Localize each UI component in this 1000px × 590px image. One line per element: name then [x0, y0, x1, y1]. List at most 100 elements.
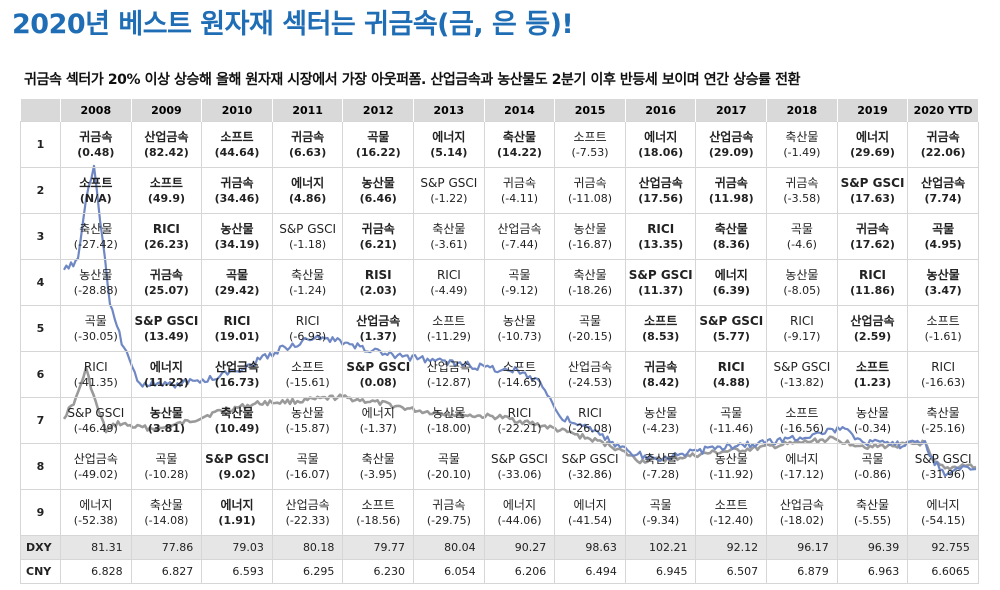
sector-name: 축산물	[432, 221, 466, 236]
sector-cell: 귀금속 (-4.11)	[483, 167, 556, 214]
stat-value: 6.494	[554, 559, 626, 584]
sector-return: (0.08)	[359, 375, 397, 389]
sector-return: (-17.12)	[779, 467, 824, 481]
sector-return: (-30.05)	[73, 329, 118, 343]
stat-value: 80.04	[413, 535, 485, 560]
sector-name: 산업금속	[144, 129, 189, 144]
sector-return: (-4.49)	[430, 283, 468, 297]
sector-cell: 농산물 (-10.73)	[483, 305, 556, 352]
year-header: 2015	[554, 99, 626, 122]
sector-name: 에너지	[361, 405, 395, 420]
sector-return: (6.63)	[289, 145, 327, 159]
rank-number: 3	[20, 213, 61, 260]
sector-cell: 귀금속 (6.63)	[271, 121, 344, 168]
stat-value: 102.21	[624, 535, 697, 560]
sector-name: 축산물	[785, 129, 819, 144]
year-header: 2008	[60, 99, 132, 122]
sector-cell: 축산물 (-3.95)	[342, 443, 415, 490]
sector-cell: 곡물 (16.22)	[342, 121, 415, 168]
sector-return: (8.42)	[642, 375, 680, 389]
year-header: 2012	[342, 99, 415, 122]
sector-cell: RICI (11.86)	[836, 259, 909, 306]
sector-return: (-1.24)	[289, 283, 327, 297]
sector-cell: 산업금속 (29.09)	[695, 121, 768, 168]
sector-return: (-1.49)	[783, 145, 821, 159]
sector-cell: 축산물 (8.36)	[695, 213, 768, 260]
sector-cell: 농산물 (-28.88)	[60, 259, 132, 306]
sector-name: 소프트	[502, 359, 537, 374]
sector-return: (-11.46)	[709, 421, 754, 435]
stat-value: 80.18	[271, 535, 344, 560]
sector-return: (-9.12)	[500, 283, 538, 297]
sector-name: 곡물	[649, 497, 672, 512]
sector-return: (6.21)	[359, 237, 397, 251]
sector-name: 곡물	[437, 451, 460, 466]
sector-name: 에너지	[785, 451, 819, 466]
sector-cell: 축산물 (-25.16)	[907, 397, 979, 444]
sector-name: 농산물	[502, 313, 537, 328]
sector-name: 농산물	[644, 405, 678, 420]
sector-name: RICI	[436, 267, 461, 282]
sector-return: (82.42)	[143, 145, 189, 159]
sector-return: (-52.38)	[73, 513, 118, 527]
sector-name: 귀금속	[502, 175, 537, 190]
sector-name: 곡물	[508, 267, 531, 282]
sector-name: S&P GSCI	[67, 405, 125, 420]
sector-return: (-16.56)	[779, 421, 824, 435]
stat-value: 6.828	[60, 559, 132, 584]
sector-return: (26.23)	[143, 237, 189, 251]
sector-cell: 산업금속 (82.42)	[130, 121, 203, 168]
sector-return: (-22.33)	[285, 513, 330, 527]
rank-row: 9 에너지 (-52.38) 축산물 (-14.08) 에너지 (1.91) 산업금속 (-22…	[20, 489, 979, 536]
sector-cell: 에너지 (18.06)	[624, 121, 697, 168]
sector-cell: S&P GSCI (13.49)	[130, 305, 203, 352]
sector-name: 농산물	[926, 267, 960, 282]
sector-return: (4.86)	[289, 191, 327, 205]
sector-return: (1.37)	[359, 329, 397, 343]
sector-cell: 귀금속 (17.62)	[836, 213, 909, 260]
sector-return: (14.22)	[497, 145, 542, 159]
sector-name: 소프트	[149, 175, 183, 190]
sector-return: (11.37)	[638, 283, 684, 297]
sector-return: (-41.54)	[568, 513, 613, 527]
sector-return: (-24.53)	[568, 375, 613, 389]
sector-name: 에너지	[220, 497, 254, 512]
sector-return: (9.02)	[218, 467, 256, 481]
sector-return: (17.62)	[850, 237, 895, 251]
sector-return: (-3.61)	[430, 237, 468, 251]
sector-name: S&P GSCI	[699, 313, 764, 328]
sector-cell: 에너지 (-52.38)	[60, 489, 132, 536]
stat-value: 6.054	[413, 559, 485, 584]
sector-return: (6.46)	[359, 191, 397, 205]
sector-cell: 축산물 (-3.61)	[413, 213, 485, 260]
sector-cell: 에너지 (-41.54)	[554, 489, 626, 536]
sector-cell: 소프트 (44.64)	[201, 121, 273, 168]
sector-cell: S&P GSCI (-31.96)	[907, 443, 979, 490]
sector-return: (-15.87)	[285, 421, 330, 435]
sector-return: (-1.37)	[359, 421, 397, 435]
sector-name: 축산물	[644, 451, 678, 466]
stat-value: 6.206	[483, 559, 556, 584]
sector-return: (-32.86)	[568, 467, 613, 481]
sector-cell: RICI (-22.21)	[483, 397, 556, 444]
sector-cell: 귀금속 (6.21)	[342, 213, 415, 260]
stat-value: 90.27	[483, 535, 556, 560]
sector-name: 곡물	[367, 129, 390, 144]
year-header: 2018	[766, 99, 838, 122]
sector-name: 귀금속	[926, 129, 960, 144]
sector-name: S&P GSCI	[205, 451, 269, 466]
sector-name: 에너지	[855, 129, 890, 144]
sector-return: (-20.10)	[426, 467, 471, 481]
sector-cell: 귀금속 (-29.75)	[413, 489, 485, 536]
sector-name: 산업금속	[638, 175, 683, 190]
sector-name: S&P GSCI	[134, 313, 199, 328]
sector-name: 농산물	[361, 175, 395, 190]
sector-return: (-49.02)	[73, 467, 118, 481]
sector-name: 소프트	[644, 313, 678, 328]
sector-return: (-1.61)	[924, 329, 962, 343]
sector-return: (-0.34)	[853, 421, 892, 435]
sector-name: 곡물	[579, 313, 602, 328]
stat-value: 92.12	[695, 535, 768, 560]
header-corner	[20, 99, 61, 122]
sector-cell: S&P GSCI (-33.06)	[483, 443, 556, 490]
